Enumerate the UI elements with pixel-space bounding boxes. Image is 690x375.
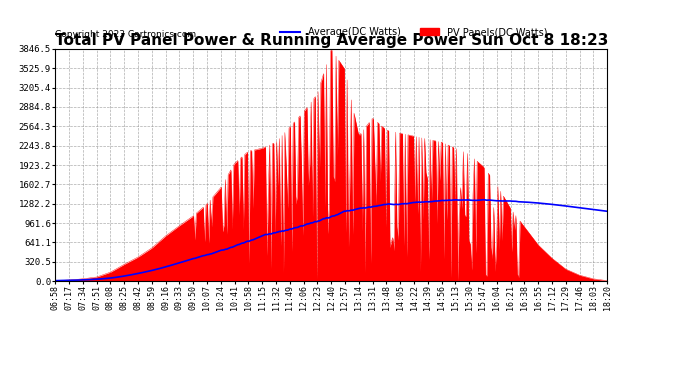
Title: Total PV Panel Power & Running Average Power Sun Oct 8 18:23: Total PV Panel Power & Running Average P… <box>55 33 608 48</box>
Text: Copyright 2023 Cartronics.com: Copyright 2023 Cartronics.com <box>55 30 197 39</box>
Legend: Average(DC Watts), PV Panels(DC Watts): Average(DC Watts), PV Panels(DC Watts) <box>277 23 551 41</box>
